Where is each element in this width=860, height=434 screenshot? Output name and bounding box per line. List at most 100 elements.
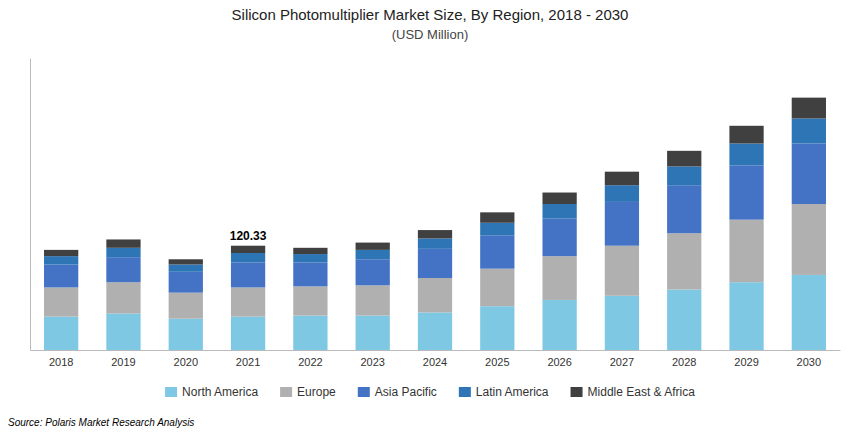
legend-swatch xyxy=(459,387,471,397)
bar xyxy=(293,316,327,350)
bar xyxy=(667,233,701,289)
x-tick: 2030 xyxy=(797,350,821,368)
legend-label: Asia Pacific xyxy=(375,385,437,399)
legend-item: Middle East & Africa xyxy=(571,385,696,399)
bar xyxy=(231,317,265,350)
bar xyxy=(44,317,78,350)
bar xyxy=(231,262,265,287)
bar-series xyxy=(44,204,826,319)
bar xyxy=(231,246,265,253)
legend-label: North America xyxy=(182,385,258,399)
title: Silicon Photomultiplier Market Size, By … xyxy=(232,6,629,23)
bar xyxy=(542,219,576,257)
x-tick-label: 2026 xyxy=(547,356,571,368)
x-tick: 2026 xyxy=(547,350,571,368)
x-tick-label: 2024 xyxy=(423,356,447,368)
bar-series xyxy=(44,275,826,350)
bar xyxy=(44,264,78,287)
x-tick-label: 2021 xyxy=(236,356,260,368)
bar xyxy=(480,306,514,350)
bar xyxy=(44,287,78,316)
x-tick-label: 2023 xyxy=(360,356,384,368)
legend-label: Europe xyxy=(297,385,336,399)
x-tick-label: 2028 xyxy=(672,356,696,368)
x-tick: 2027 xyxy=(610,350,634,368)
bar xyxy=(605,246,639,296)
bar xyxy=(418,238,452,248)
x-tick: 2018 xyxy=(49,350,73,368)
x-axis: 2018 2019 2020 2021 2022 2023 2024 2025 2026 2027… xyxy=(31,350,841,368)
bar xyxy=(792,98,826,119)
x-tick: 2028 xyxy=(672,350,696,368)
bar xyxy=(106,282,140,313)
bar xyxy=(480,212,514,222)
legend-swatch xyxy=(358,387,370,397)
bar xyxy=(169,319,203,350)
legend-item: Latin America xyxy=(459,385,549,399)
bar xyxy=(792,144,826,204)
x-tick: 2022 xyxy=(298,350,322,368)
bar xyxy=(231,253,265,262)
legend-swatch xyxy=(165,387,177,397)
bar xyxy=(169,259,203,264)
chart: Silicon Photomultiplier Market Size, By … xyxy=(0,0,860,434)
x-tick-label: 2019 xyxy=(111,356,135,368)
bar-series xyxy=(44,144,826,293)
bar xyxy=(667,185,701,233)
x-tick-label: 2029 xyxy=(734,356,758,368)
x-tick: 2021 xyxy=(236,350,260,368)
bar xyxy=(480,235,514,268)
bar xyxy=(792,118,826,143)
x-tick: 2020 xyxy=(174,350,198,368)
x-tick-label: 2018 xyxy=(49,356,73,368)
bar xyxy=(667,290,701,350)
legend-item: Asia Pacific xyxy=(358,385,437,399)
x-tick: 2019 xyxy=(111,350,135,368)
x-axis-line xyxy=(31,350,841,351)
bar xyxy=(542,256,576,300)
bar xyxy=(356,285,390,315)
bar xyxy=(480,269,514,307)
bar-series xyxy=(44,118,826,271)
bar xyxy=(729,282,763,350)
bar xyxy=(293,262,327,286)
bar xyxy=(605,185,639,202)
bars xyxy=(44,98,826,350)
bar xyxy=(792,275,826,350)
legend: North America Europe Asia Pacific Latin Ame… xyxy=(165,385,695,399)
bar xyxy=(605,202,639,246)
bar xyxy=(542,300,576,350)
bar xyxy=(356,243,390,250)
x-tick: 2023 xyxy=(360,350,384,368)
bar xyxy=(356,259,390,285)
annotation: 120.33 xyxy=(230,229,267,243)
bar xyxy=(106,248,140,257)
bar xyxy=(729,144,763,166)
bar xyxy=(480,223,514,236)
legend-label: Middle East & Africa xyxy=(588,385,696,399)
bar xyxy=(44,256,78,264)
x-tick: 2024 xyxy=(423,350,447,368)
subtitle: (USD Million) xyxy=(392,27,469,42)
bar xyxy=(44,250,78,256)
bar xyxy=(418,278,452,312)
bar xyxy=(356,316,390,350)
x-tick-label: 2030 xyxy=(797,356,821,368)
bar xyxy=(667,151,701,167)
bar xyxy=(293,286,327,315)
bar xyxy=(729,220,763,283)
bar xyxy=(418,249,452,278)
x-tick-label: 2025 xyxy=(485,356,509,368)
bar xyxy=(667,166,701,185)
y-axis-line xyxy=(30,59,31,351)
x-tick: 2025 xyxy=(485,350,509,368)
legend-label: Latin America xyxy=(476,385,549,399)
bar xyxy=(106,239,140,247)
legend-swatch xyxy=(280,387,292,397)
bar xyxy=(605,296,639,350)
bar xyxy=(231,287,265,316)
bar xyxy=(356,250,390,259)
bar xyxy=(729,165,763,219)
bar xyxy=(169,293,203,319)
bar xyxy=(293,254,327,262)
